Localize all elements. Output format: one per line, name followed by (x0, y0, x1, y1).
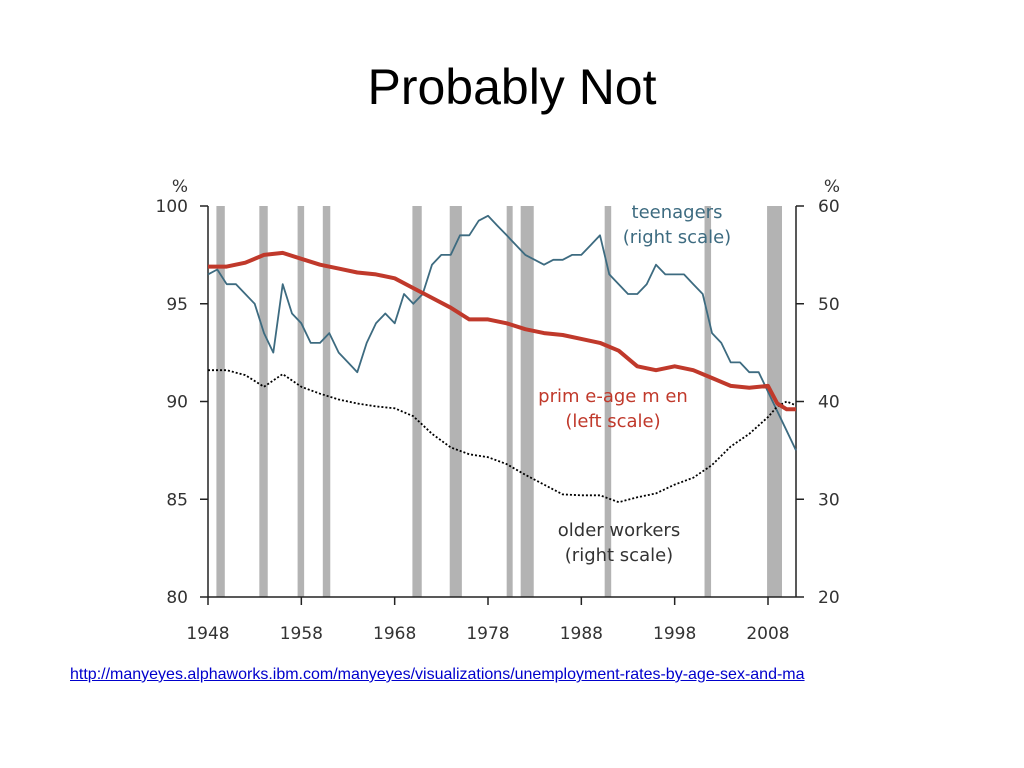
recession-shading (216, 206, 782, 597)
x-tick-label: 2008 (746, 624, 789, 644)
right-tick-label: 20 (818, 588, 840, 608)
source-link[interactable]: http://manyeyes.alphaworks.ibm.com/manye… (70, 666, 805, 683)
right-tick-label: 50 (818, 295, 840, 315)
series-annotation: prim e-age m en (538, 386, 688, 407)
left-tick-label: 85 (166, 490, 188, 510)
series-annotation: older workers (558, 520, 680, 541)
recession-band (704, 206, 712, 597)
x-tick-label: 1958 (280, 624, 323, 644)
left-tick-label: 95 (166, 295, 188, 315)
series-annotation: (right scale) (623, 227, 731, 248)
recession-band (506, 206, 513, 597)
recession-band (297, 206, 305, 597)
series-annotation: (left scale) (565, 411, 660, 432)
chart-axes: % % 80 85 90 95 100 20 30 40 50 60 1948 1958 1968 1978 1… (156, 177, 841, 644)
left-tick-label: 80 (166, 588, 188, 608)
right-tick-label: 30 (818, 490, 840, 510)
series-annotation: (right scale) (565, 545, 673, 566)
chart-series (207, 214, 797, 504)
left-tick-label: 100 (156, 197, 188, 217)
x-tick-label: 1968 (373, 624, 416, 644)
right-axis-unit: % (824, 177, 840, 197)
recession-band (412, 206, 422, 597)
right-tick-label: 60 (818, 197, 840, 217)
series-annotation: teenagers (632, 202, 723, 223)
recession-band (322, 206, 331, 597)
chart-annotations: teenagers (right scale) prim e-age m en (le… (538, 202, 731, 566)
series-line-prime-age-men (208, 250, 796, 412)
series-line-older-workers (208, 369, 797, 504)
recession-band (216, 206, 225, 597)
series-line-teenagers (207, 214, 797, 451)
left-axis-unit: % (172, 177, 188, 197)
x-tick-label: 1988 (560, 624, 603, 644)
recession-band (604, 206, 612, 597)
right-tick-label: 40 (818, 393, 840, 413)
recession-band (520, 206, 534, 597)
slide-title: Probably Not (367, 59, 657, 115)
x-tick-label: 1998 (653, 624, 696, 644)
left-tick-label: 90 (166, 393, 188, 413)
x-tick-label: 1948 (186, 624, 229, 644)
recession-band (449, 206, 462, 597)
recession-band (259, 206, 268, 597)
x-tick-label: 1978 (466, 624, 509, 644)
